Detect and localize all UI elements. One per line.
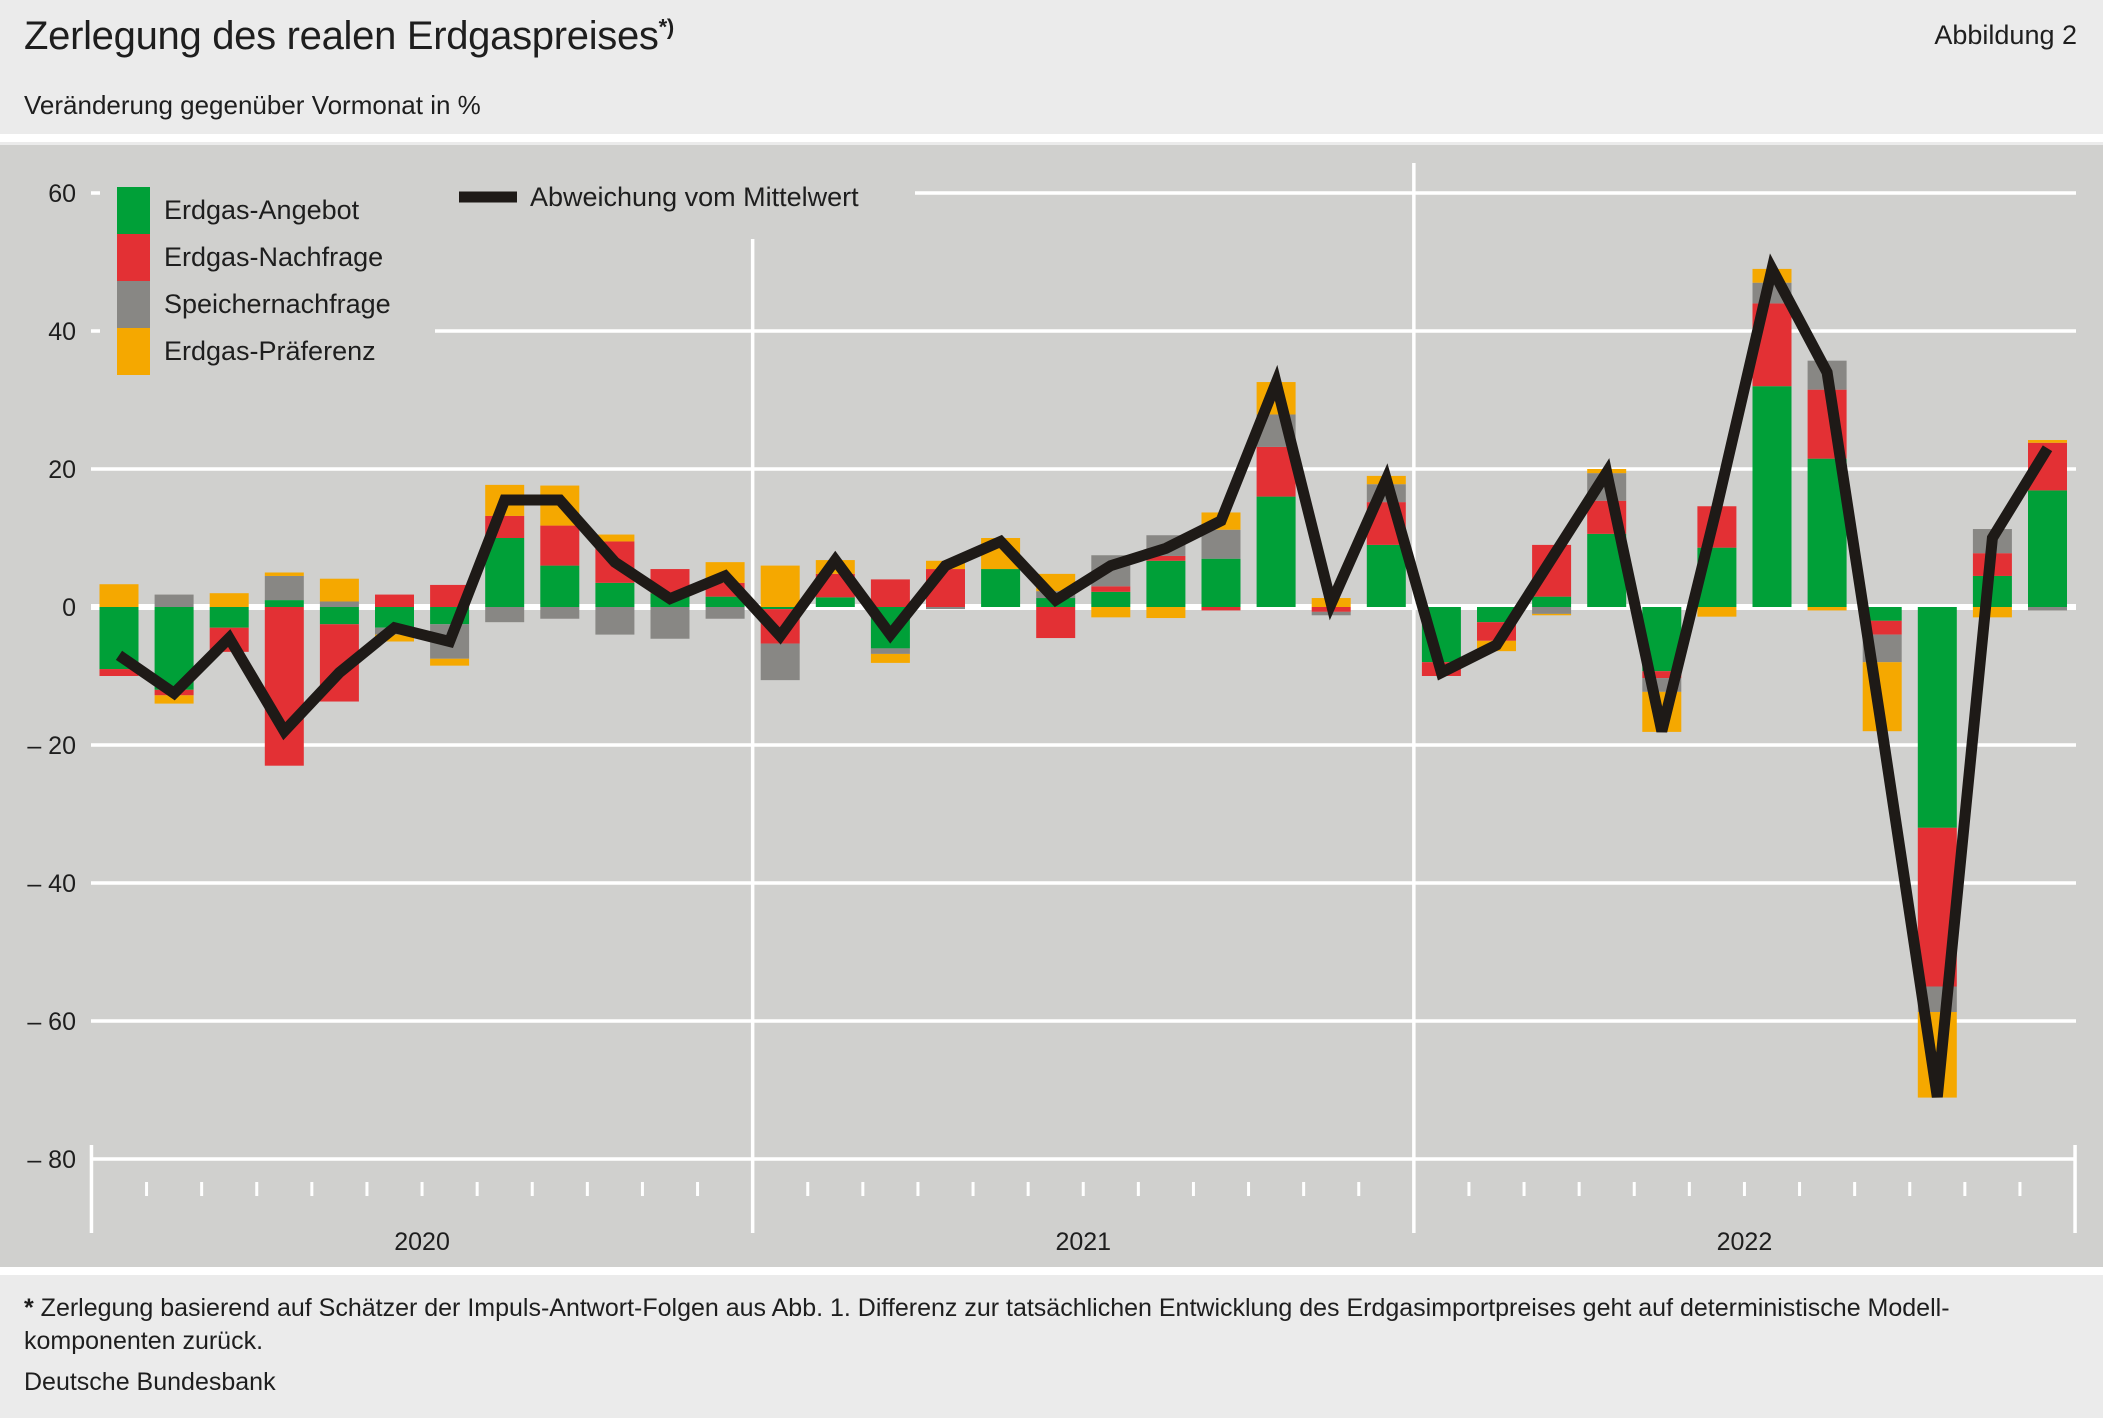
x-year-label: 2021 [1055, 1228, 1111, 1256]
bar-segment [1091, 586, 1131, 592]
bar-segment [1532, 613, 1572, 616]
bar-segment [760, 643, 800, 681]
bar-segment [926, 607, 965, 610]
legend-label: Erdgas-Angebot [164, 195, 360, 225]
bar-segment [264, 607, 304, 766]
bar-segment [2028, 490, 2067, 607]
bar-segment [595, 607, 635, 635]
bar-segment [1366, 544, 1406, 607]
y-tick-label: – 40 [27, 870, 76, 898]
bar-segment [540, 525, 580, 566]
bar-segment [760, 565, 800, 607]
y-tick-label: 20 [48, 456, 76, 484]
legend-swatch [117, 234, 150, 281]
title-footnote-mark: *) [658, 14, 675, 40]
bar-segment [319, 578, 359, 602]
legend-background [435, 183, 915, 203]
legend-swatch [117, 281, 150, 328]
bar-segment [99, 669, 139, 676]
legend-swatch [117, 187, 150, 234]
bar-segment [485, 607, 525, 623]
y-tick-label: 0 [62, 594, 76, 622]
bar-segment [1532, 596, 1572, 607]
bar-segment [1862, 620, 1902, 635]
bar-segment [319, 607, 359, 625]
y-tick-label: – 60 [27, 1008, 76, 1036]
bar-segment [485, 538, 525, 607]
bar-segment [1917, 607, 1957, 828]
chart-area: 60 40 20 0 – 20 – 40 – 60 – 80 2020 2021 2022 Erdga… [0, 145, 2103, 1267]
bar-segment [1256, 496, 1296, 607]
y-tick-label: 40 [48, 318, 76, 346]
bar-segment [870, 648, 910, 654]
bar-segment [1146, 607, 1186, 619]
footnote: * Zerlegung basierend auf Schätzer der I… [24, 1294, 1950, 1355]
bar-segment [1642, 671, 1682, 679]
bar-segment [1697, 607, 1737, 617]
bar-segment [1972, 607, 2012, 618]
bar-segment [540, 565, 580, 607]
bar-segment [209, 607, 249, 628]
x-year-label: 2020 [394, 1228, 450, 1256]
y-tick-label: – 80 [27, 1146, 76, 1174]
bar-segment [595, 534, 635, 542]
bar-segment [209, 593, 249, 607]
legend-swatch [117, 328, 150, 375]
bar-segment [705, 596, 745, 607]
bar-segment [1752, 386, 1792, 607]
bar-segment [1091, 591, 1131, 607]
bar-segment [99, 584, 139, 607]
bar-segment [870, 653, 910, 663]
bar-segment [1201, 607, 1241, 611]
bar-segment [264, 575, 304, 601]
divider [0, 1267, 2103, 1275]
y-tick-label: 60 [48, 180, 76, 208]
bar-segment [319, 601, 359, 607]
chart-title: Zerlegung des realen Erdgaspreises*) [24, 14, 675, 58]
bar-segment [1862, 607, 1902, 621]
bar-segment [1532, 607, 1572, 614]
bar-segment [870, 579, 910, 607]
bar-segment [430, 658, 470, 666]
bar-segment [375, 594, 414, 607]
chart-subtitle: Veränderung gegenüber Vormonat in % [24, 90, 481, 120]
bar-segment [264, 600, 304, 607]
bar-segment [705, 607, 745, 619]
chart-svg: 60 40 20 0 – 20 – 40 – 60 – 80 2020 2021 2022 Erdga… [27, 163, 2077, 1256]
bar-segment [1201, 558, 1241, 607]
bar-segment [650, 607, 690, 639]
bar-segment [1477, 607, 1516, 623]
bar-segment [264, 572, 304, 576]
bar-segment [375, 607, 414, 628]
bar-segment [540, 607, 580, 619]
legend-background [100, 183, 435, 398]
bar-segment [1146, 560, 1186, 607]
bar-segment [2028, 607, 2067, 611]
bar-segment [154, 594, 194, 607]
figure-label: Abbildung 2 [1934, 20, 2077, 50]
bar-segment [595, 582, 635, 607]
legend-label: Speichernachfrage [164, 289, 391, 319]
bar-segment [1201, 529, 1241, 559]
bar-segment [815, 597, 855, 607]
y-tick-label: – 20 [27, 732, 76, 760]
bar-segment [1807, 607, 1847, 611]
bar-segment [981, 569, 1021, 607]
divider [0, 134, 2103, 142]
bar-segment [375, 634, 414, 642]
legend-label: Erdgas-Präferenz [164, 336, 376, 366]
bar-segment [2028, 440, 2067, 443]
source-label: Deutsche Bundesbank [24, 1368, 276, 1396]
bar-segment [1036, 607, 1076, 639]
bar-segment [1091, 607, 1131, 618]
bar-segment [760, 607, 800, 610]
x-year-label: 2022 [1717, 1228, 1773, 1256]
legend-label: Erdgas-Nachfrage [164, 242, 383, 272]
line-series [115, 253, 2053, 1098]
legend-label: Abweichung vom Mittelwert [530, 182, 859, 212]
bar-segment [1146, 555, 1186, 561]
